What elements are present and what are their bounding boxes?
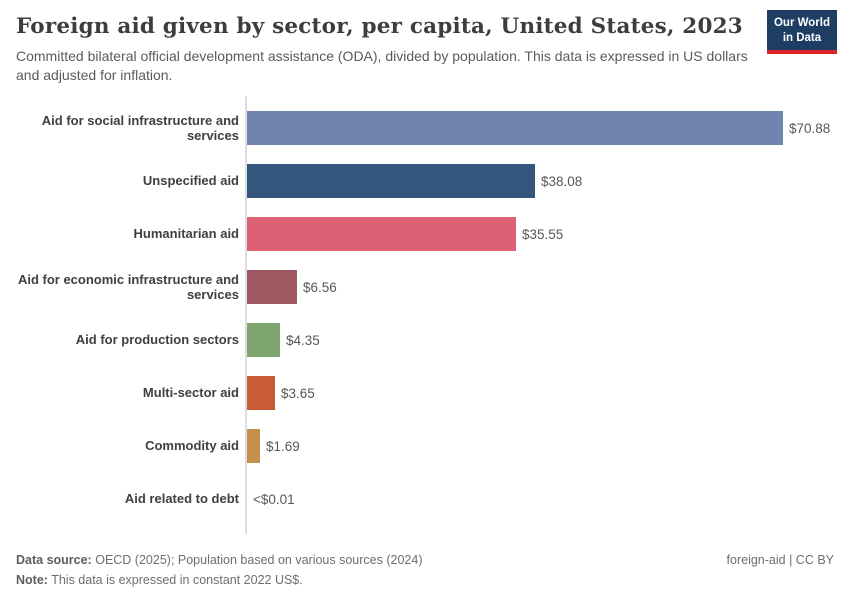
bar-area: $4.35: [247, 323, 850, 358]
chart-row: Humanitarian aid $35.55: [0, 208, 850, 261]
category-label: Commodity aid: [145, 438, 239, 454]
value-label: $35.55: [522, 226, 564, 242]
value-label: $4.35: [286, 332, 320, 348]
license-text: foreign-aid | CC BY: [726, 553, 834, 567]
chart-row: Aid for economic infrastructure and serv…: [0, 261, 850, 314]
bar[interactable]: [247, 376, 275, 411]
value-label: $1.69: [266, 438, 300, 454]
category-label: Multi-sector aid: [142, 385, 239, 401]
value-label: <$0.01: [253, 491, 295, 507]
value-label: $6.56: [303, 279, 337, 295]
category-label: Aid for production sectors: [75, 332, 239, 348]
data-source-line: Data source: OECD (2025); Population bas…: [16, 553, 422, 567]
bar-area: $1.69: [247, 429, 850, 464]
value-label: $38.08: [541, 173, 583, 189]
owid-logo: Our World in Data: [766, 10, 837, 54]
chart-subtitle: Committed bilateral official development…: [16, 48, 748, 83]
value-label: $70.88: [789, 120, 831, 136]
bar[interactable]: [247, 164, 535, 199]
chart-header: Foreign aid given by sector, per capita,…: [0, 0, 850, 85]
category-label: Unspecified aid: [142, 173, 239, 189]
category-label: Humanitarian aid: [133, 226, 239, 242]
category-label: Aid for social infrastructure and servic…: [41, 112, 239, 144]
data-source-text: OECD (2025); Population based on various…: [95, 553, 423, 567]
bar-area: $6.56: [247, 270, 850, 305]
chart-footer: Data source: OECD (2025); Population bas…: [16, 553, 834, 587]
bar-area: $70.88: [247, 111, 850, 146]
category-label: Aid related to debt: [124, 491, 239, 507]
chart-row: Unspecified aid $38.08: [0, 155, 850, 208]
bar-area: $3.65: [247, 376, 850, 411]
page-title: Foreign aid given by sector, per capita,…: [16, 14, 743, 39]
bar[interactable]: [247, 111, 783, 146]
footer-left: Data source: OECD (2025); Population bas…: [16, 553, 422, 587]
note-text: This data is expressed in constant 2022 …: [51, 573, 303, 587]
owid-logo-line1: Our World: [773, 17, 830, 29]
chart-rows: Aid for social infrastructure and servic…: [0, 102, 850, 526]
chart-row: Multi-sector aid $3.65: [0, 367, 850, 420]
note-label: Note:: [16, 573, 48, 587]
chart-row: Aid for social infrastructure and servic…: [0, 102, 850, 155]
bar-area: <$0.01: [247, 482, 850, 516]
category-label: Aid for economic infrastructure and serv…: [17, 271, 239, 303]
bar[interactable]: [247, 323, 280, 358]
chart-row: Aid related to debt <$0.01: [0, 473, 850, 526]
note-line: Note: This data is expressed in constant…: [16, 573, 422, 587]
bar[interactable]: [247, 217, 516, 252]
bar-area: $35.55: [247, 217, 850, 252]
value-label: $3.65: [281, 385, 315, 401]
owid-logo-line2: in Data: [782, 31, 822, 44]
y-axis-line: [245, 95, 247, 534]
bar[interactable]: [247, 270, 297, 305]
data-source-label: Data source:: [16, 553, 92, 567]
chart-row: Commodity aid $1.69: [0, 420, 850, 473]
bar[interactable]: [247, 429, 260, 464]
bar-area: $38.08: [247, 164, 850, 199]
chart-row: Aid for production sectors $4.35: [0, 314, 850, 367]
bar-chart: Aid for social infrastructure and servic…: [0, 95, 850, 534]
